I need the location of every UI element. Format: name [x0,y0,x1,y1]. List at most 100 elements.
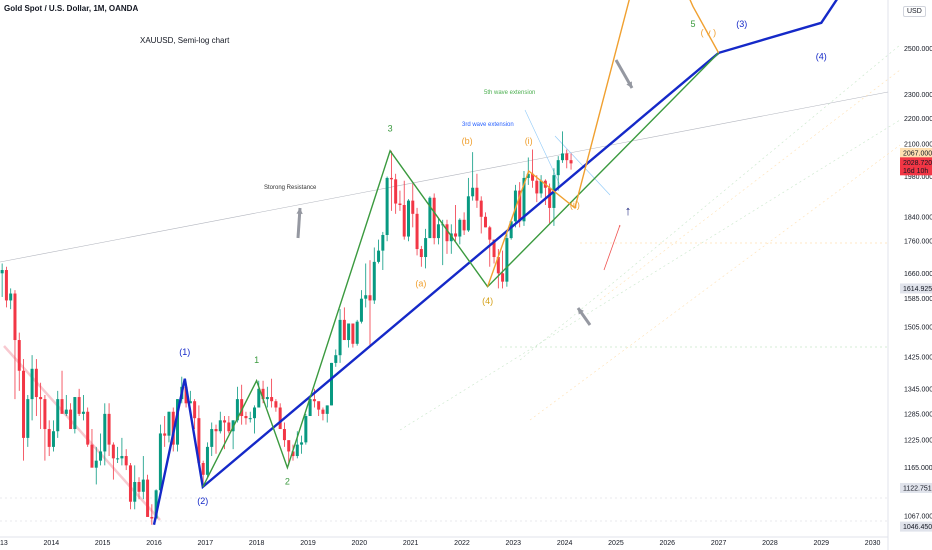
time-axis[interactable]: 2013 2014 2015 2016 2017 2018 2019 2020 2021 2022… [0,540,880,547]
time-tick-label: 2020 [352,540,368,547]
candle-body [223,420,227,423]
channel-line [519,44,901,361]
wave-labels: (1)(2)(3)(4)123(4)5(a)(b)(i)(ii)(iii)(iv… [179,19,827,506]
candle-body [419,249,423,258]
candle-body [197,418,201,464]
candle-body [265,397,269,400]
candle-body [184,386,188,404]
third-wave-annotation: 3rd wave extension [462,122,514,128]
time-tick-label: 2019 [300,540,316,547]
candle-body [56,399,60,432]
chart-subtitle: XAUUSD, Semi-log chart [140,36,230,45]
wave-label: 1 [254,355,259,365]
price-tick-label: 2100.000 [904,142,932,149]
candle-body [17,340,21,371]
candle-body [539,180,543,194]
resistance-line [0,91,889,263]
price-tick-label: 1067.000 [904,513,932,520]
candle-body [39,397,43,400]
candle-body [432,197,436,239]
minor-wave-line [486,0,720,287]
candle-body [90,444,94,468]
wave-label: (b) [462,136,473,146]
candle-body [163,433,167,436]
candle-body [304,416,308,443]
price-badge-label: 1046.450 [903,524,932,531]
guide-lines [0,44,901,522]
price-tick-label: 1425.000 [904,355,932,362]
candles [0,131,573,525]
candle-body [518,190,522,222]
candle-body [449,233,453,242]
candle-body [73,397,77,430]
channel-line [529,144,901,421]
candle-body [120,456,124,459]
candle-body [154,490,158,519]
price-tick-label: 1165.000 [904,465,932,472]
candle-body [253,407,257,419]
candle-body [188,401,192,404]
candle-body [411,200,415,214]
candle-body [240,399,244,417]
candle-body [317,401,321,410]
candle-body [312,399,316,402]
candle-body [201,463,205,475]
candle-body [492,239,496,258]
intermediate-wave-line [202,52,720,488]
candle-body [13,293,17,341]
candle-body [158,433,162,491]
candle-body [359,298,363,322]
candle-body [22,370,26,438]
candle-body [351,323,355,344]
wave-label: (2) [197,496,208,506]
candle-body [385,177,389,235]
candle-body [471,187,475,197]
candle-body [424,238,428,258]
candle-body [325,405,329,414]
price-badge-label: 1614.925 [903,286,932,293]
candle-body [334,355,338,363]
price-tick-label: 2300.000 [904,92,932,99]
candle-body [321,409,325,414]
candle-body [531,173,535,181]
price-axis[interactable]: 2500.000 2300.000 2200.000 2100.000 1980.000… [900,46,932,532]
candle-body [69,409,73,430]
price-tick-label: 2200.000 [904,116,932,123]
up-arrow-head [578,308,584,315]
resistance-annotation: Storong Resistance [264,185,317,191]
price-tick-label: 1345.000 [904,386,932,393]
price-badge [900,157,932,176]
candle-body [556,160,560,176]
candle-body [466,196,470,231]
time-tick-label: 2014 [44,540,60,547]
time-tick-label: 2026 [659,540,675,547]
candle-body [4,270,8,301]
time-tick-label: 2027 [711,540,727,547]
candle-body [124,456,128,466]
currency-label[interactable]: USD [903,6,926,17]
candle-body [364,295,368,299]
candle-body [128,465,132,502]
candle-body [415,213,419,250]
candle-body [248,418,252,420]
price-badge-label: 2067.000 [903,150,932,157]
candle-body [428,197,432,239]
wave-label: (4) [816,52,827,62]
candle-body [342,319,346,341]
candle-body [406,200,410,237]
fifth-wave-annotation: 5th wave extension [484,90,536,96]
price-tick-label: 1225.000 [904,438,932,445]
candle-body [454,233,458,237]
candle-body [402,204,406,237]
symbol-title: Gold Spot / U.S. Dollar, 1M, OANDA [4,4,139,13]
price-tick-label: 1840.000 [904,214,932,221]
candle-body [488,227,492,240]
primary-wave-line [152,0,838,525]
candle-body [47,429,51,447]
candle-body [330,362,334,406]
candle-body [291,451,295,457]
channel-line [399,119,901,431]
price-tick-label: 1980.000 [904,174,932,181]
candle-body [107,413,111,445]
